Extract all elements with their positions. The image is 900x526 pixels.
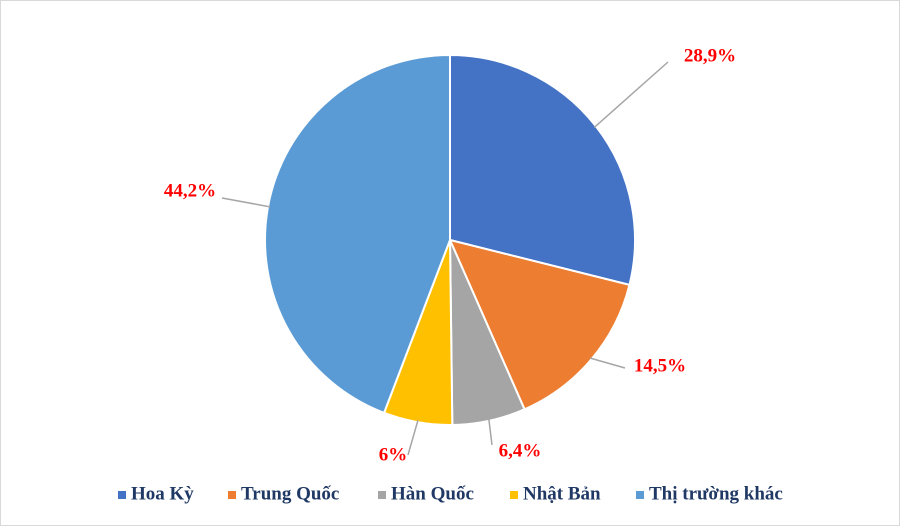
leader-line (221, 197, 271, 208)
legend-marker (510, 491, 518, 499)
legend-marker (636, 491, 644, 499)
leader-line (593, 61, 669, 128)
legend-label: Nhật Bản (523, 483, 601, 504)
legend-label: Trung Quốc (241, 483, 339, 504)
legend-label: Hàn Quốc (391, 483, 474, 504)
legend-marker (228, 491, 236, 499)
leader-line (589, 357, 626, 369)
pie-slice (448, 238, 631, 411)
data-label: 6% (379, 444, 408, 465)
legend-marker (378, 491, 386, 499)
leader-line (488, 418, 493, 446)
legend-label: Hoa Kỳ (131, 483, 194, 504)
leader-line (407, 419, 419, 456)
data-label: 44,2% (164, 180, 216, 201)
data-label: 6,4% (499, 440, 542, 461)
data-label: 14,5% (634, 355, 686, 376)
legend-label: Thị trường khác (649, 483, 783, 504)
legend-marker (118, 491, 126, 499)
data-label: 28,9% (684, 45, 736, 66)
